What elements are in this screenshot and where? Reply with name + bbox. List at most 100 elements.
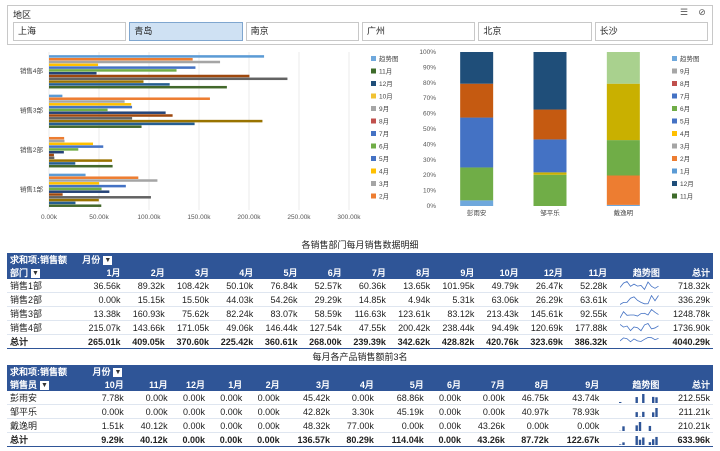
value-cell: 0.00k — [426, 404, 465, 419]
legend-swatch — [371, 118, 376, 124]
value-cell: 44.03k — [212, 292, 257, 307]
column-header: 11月 — [126, 378, 171, 391]
y-tick-label: 100% — [419, 49, 436, 56]
value-cell: 46.75k — [507, 391, 552, 405]
bar — [49, 153, 54, 157]
legend-swatch — [371, 131, 376, 136]
filter-dropdown-icon: ▼ — [40, 381, 50, 391]
total-cell: 122.67k — [551, 432, 603, 447]
bar — [49, 80, 144, 83]
bar — [49, 69, 177, 72]
value-cell: 76.84k — [256, 279, 301, 293]
total-row: 总计 9.29k 40.12k 0.00k 0.00k 0.00k 136.57k 80.29… — [7, 432, 713, 447]
bar — [49, 162, 76, 165]
value-cell: 36.56k — [79, 279, 124, 293]
value-cell: 0.00k — [170, 391, 208, 405]
value-cell: 47.55k — [344, 320, 389, 335]
bar — [49, 139, 65, 143]
total-cell: 80.29k — [333, 432, 377, 447]
slicer-item-2[interactable]: 青岛 — [129, 22, 243, 41]
x-tick-label: 邹平乐 — [540, 208, 560, 217]
table-row: 销售1部 36.56k 89.32k 108.42k 50.10k 76.84k 52.57… — [7, 279, 713, 293]
row-label: 戴逸明 — [7, 418, 90, 433]
slicer-item-6[interactable]: 长沙 — [594, 22, 708, 41]
total-cell: 370.60k — [167, 334, 212, 349]
slicer-item-1[interactable]: 上海 — [13, 22, 127, 41]
row-field-header[interactable]: 部门 ▼ — [7, 266, 80, 279]
filter-dropdown-icon: ▼ — [103, 256, 113, 266]
multi-select-icon[interactable]: ☰ — [679, 7, 689, 17]
total-cell: 428.82k — [433, 334, 478, 349]
sparkline — [619, 322, 659, 332]
bar — [49, 108, 108, 112]
stack-segment — [606, 204, 640, 206]
bar — [49, 97, 210, 100]
value-cell: 13.38k — [79, 306, 124, 321]
col-field-header[interactable]: 月份 ▼ — [89, 365, 713, 378]
value-cell: 15.15k — [123, 292, 168, 307]
bar — [49, 136, 65, 140]
column-header: 8月 — [507, 378, 552, 391]
legend-swatch — [672, 181, 677, 186]
value-cell: 215.07k — [79, 320, 124, 335]
slicer-item-4[interactable]: 广州 — [361, 22, 476, 41]
bar — [49, 117, 133, 120]
trend-cell — [602, 418, 663, 433]
value-cell: 45.42k — [282, 391, 334, 405]
row-field-header[interactable]: 销售员 ▼ — [7, 378, 90, 391]
column-header: 7月 — [344, 266, 389, 279]
clear-filter-icon[interactable]: ⊘ — [698, 7, 706, 17]
top3-pivot-table: 求和项:销售额 月份 ▼ 销售员 ▼ 10月 11月 12月 1月 2月 3月 4月 5月 6月 7月 8月 9… — [7, 365, 713, 447]
column-header: 10月 — [477, 266, 522, 279]
column-header: 2月 — [245, 378, 283, 391]
x-tick-label: 0.00k — [41, 214, 58, 221]
total-cell: 43.26k — [464, 432, 508, 447]
value-cell: 213.43k — [477, 306, 522, 321]
y-tick-label: 80% — [423, 80, 436, 87]
x-tick-label: 250.00k — [287, 214, 311, 221]
legend-swatch — [371, 156, 376, 161]
column-header: 12月 — [521, 266, 566, 279]
value-cell: 26.29k — [521, 292, 566, 307]
legend-label: 3月 — [680, 143, 690, 151]
y-tick-label: 销售2部 — [20, 145, 44, 154]
bar — [49, 55, 265, 58]
bar — [49, 142, 94, 146]
column-header: 7月 — [464, 378, 508, 391]
col-field-header[interactable]: 月份 ▼ — [79, 253, 713, 266]
value-cell: 5.31k — [433, 292, 478, 307]
value-cell: 0.00k — [333, 391, 377, 405]
total-cell: 9.29k — [89, 432, 127, 447]
slicer-item-5[interactable]: 北京 — [478, 22, 592, 41]
slicer-item-3[interactable]: 南京 — [245, 22, 359, 41]
trend-cell — [602, 432, 663, 447]
column-header: 趋势图 — [610, 266, 663, 279]
table1-caption: 各销售部门每月销售数据明细 — [301, 240, 419, 250]
legend-swatch — [672, 143, 677, 149]
trend-cell — [602, 404, 663, 419]
value-cell: 83.07k — [256, 306, 301, 321]
bar — [49, 114, 173, 117]
column-header: 5月 — [256, 266, 301, 279]
value-cell: 0.00k — [245, 391, 283, 405]
total-cell: 323.69k — [521, 334, 566, 349]
value-cell: 0.00k — [426, 391, 465, 405]
column-header: 10月 — [89, 378, 127, 391]
total-cell: 420.76k — [477, 334, 522, 349]
value-cell: 1248.78k — [662, 306, 713, 321]
total-cell: 386.32k — [565, 334, 611, 349]
total-cell: 136.57k — [282, 432, 334, 447]
bar — [49, 63, 99, 67]
value-cell: 238.44k — [433, 320, 478, 335]
stack-segment — [460, 117, 494, 168]
bar — [49, 201, 76, 205]
x-tick-label: 50.00k — [89, 214, 109, 221]
stack-segment — [533, 52, 567, 110]
stack-segment — [533, 172, 567, 175]
column-header: 9月 — [551, 378, 603, 391]
bar — [49, 85, 227, 89]
value-cell: 0.00k — [79, 292, 124, 307]
stack-segment — [460, 52, 494, 84]
x-tick-label: 彭雨安 — [467, 208, 487, 217]
legend-swatch — [371, 81, 376, 86]
